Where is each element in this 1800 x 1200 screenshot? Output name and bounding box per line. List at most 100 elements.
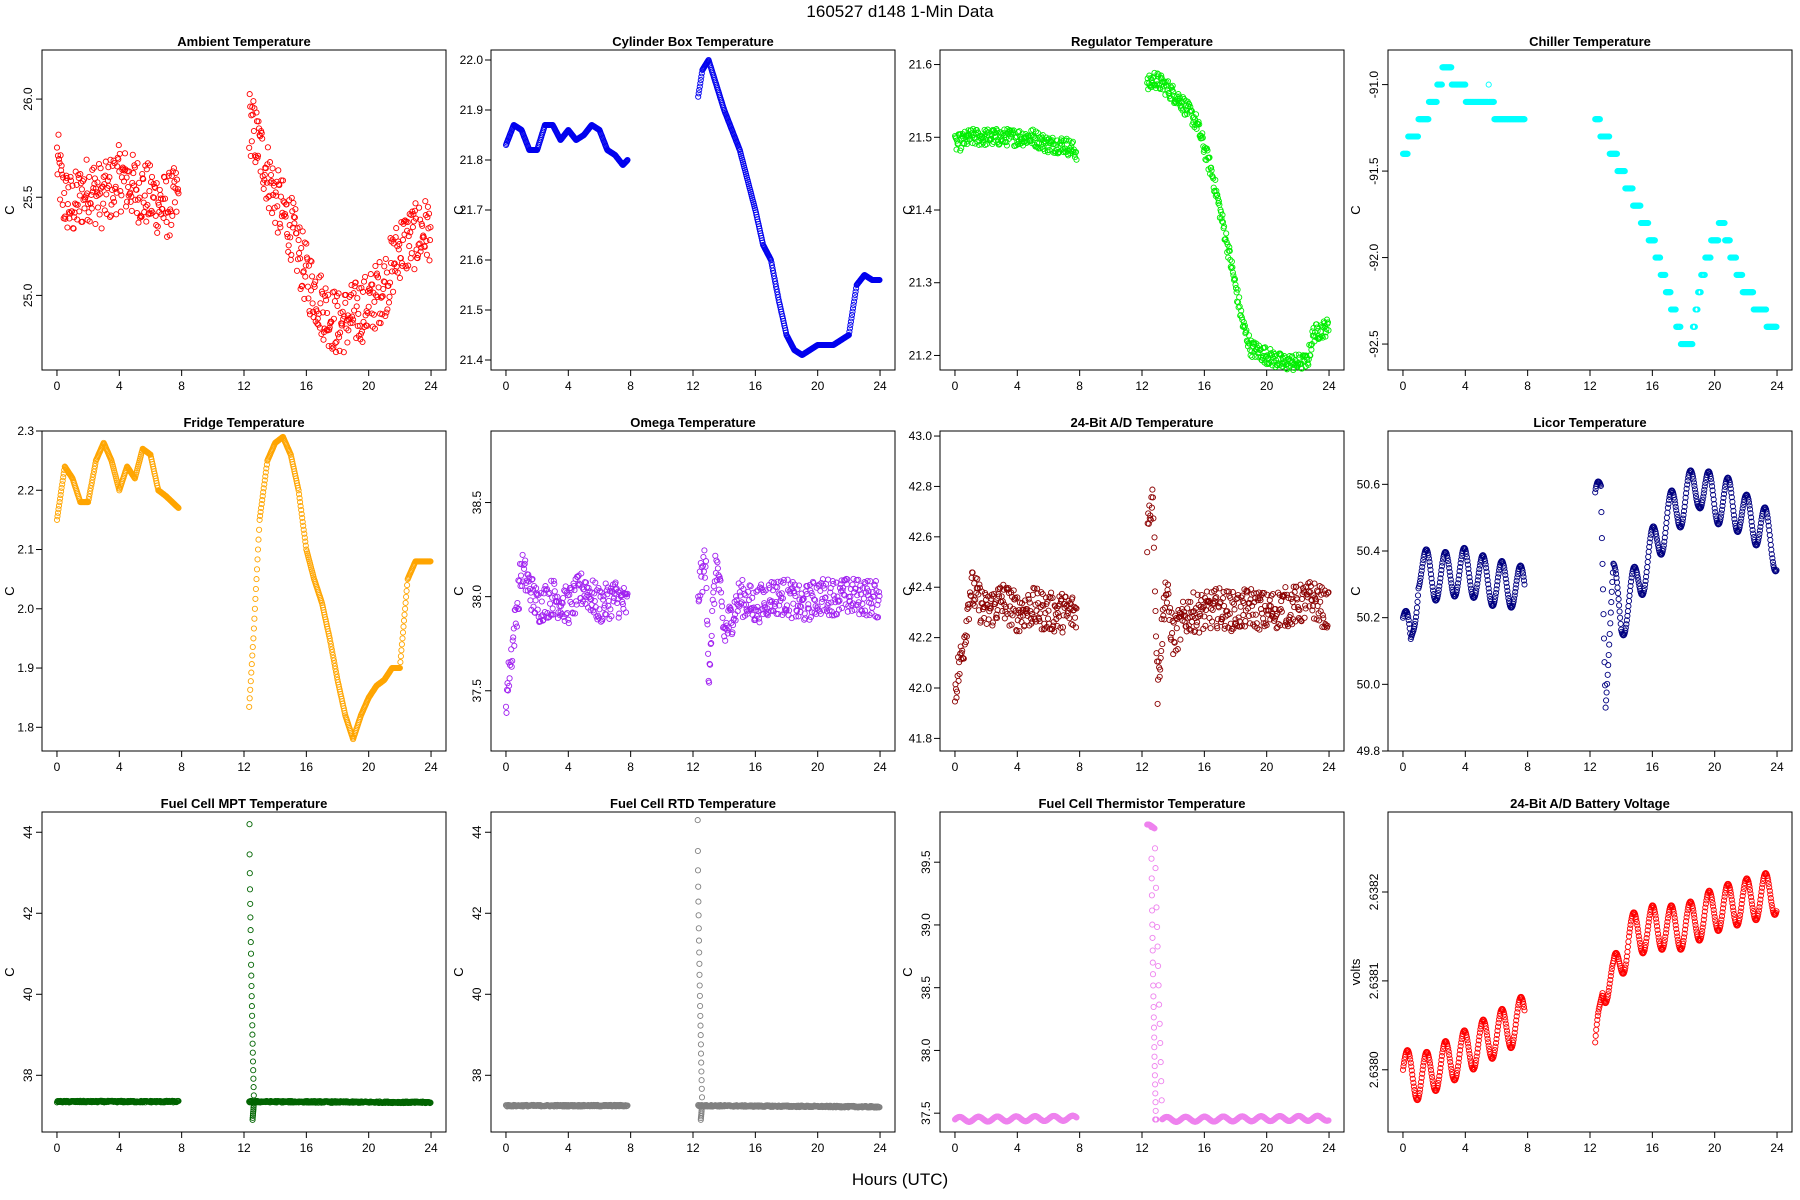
data-point [405,233,412,240]
data-point [290,199,297,207]
data-point [84,190,91,197]
data-point [1144,549,1151,556]
data-point [753,588,760,595]
data-point [63,175,70,182]
panel-title: Regulator Temperature [1071,34,1213,49]
data-point [303,240,310,247]
data-point [1238,307,1245,314]
data-point [1616,602,1623,609]
data-point [154,223,161,230]
data-point [1607,609,1614,616]
data-point [999,131,1006,138]
data-point [371,325,378,332]
data-point [852,288,859,295]
data-point [1249,353,1256,360]
data-point [254,556,261,563]
data-point [377,320,384,327]
data-point [1236,294,1243,301]
data-point [1615,596,1622,603]
data-point [1151,69,1158,76]
data-point [1303,354,1310,361]
data-point [367,271,374,278]
data-point [77,171,84,178]
data-point [1305,356,1312,363]
y-tick-label: 42 [21,906,35,920]
data-point [849,305,857,312]
data-point [86,173,93,180]
data-point [144,201,151,208]
data-point [406,243,413,250]
data-point [124,198,131,205]
data-point [371,298,378,305]
data-point [249,652,256,659]
data-point [1159,86,1166,93]
data-point [992,133,1000,140]
data-point [102,172,109,179]
data-point [381,263,388,270]
data-point [1072,148,1080,156]
data-point [135,219,142,226]
data-point [1206,154,1213,161]
data-point [328,342,335,349]
data-point [65,209,72,216]
data-point [1414,598,1421,605]
data-point [622,158,630,165]
data-point [624,156,631,164]
data-point [1490,98,1497,105]
data-point [374,274,382,281]
data-point [709,607,716,615]
data-point [1236,303,1243,310]
x-tick-label: 0 [54,1141,61,1155]
data-point [1644,558,1651,566]
data-point [103,191,110,198]
x-tick-label: 4 [116,379,123,393]
data-point [115,156,122,163]
data-point [169,212,176,219]
data-point [269,165,276,172]
data-point [1243,327,1250,334]
data-point [1232,285,1240,292]
data-point [332,339,339,347]
data-point [512,620,519,627]
plot-frame [1387,49,1793,371]
data-point [146,188,153,195]
data-point [97,165,104,172]
data-point [393,225,400,232]
data-point [161,174,168,181]
data-point [287,256,294,263]
x-tick-label: 0 [1400,760,1407,774]
x-tick-label: 12 [237,760,251,774]
data-point [266,192,273,199]
data-point [565,620,572,627]
data-point [105,182,112,189]
x-tick-label: 4 [116,760,123,774]
y-tick-label: 25.5 [21,185,35,209]
data-point [144,160,151,167]
data-point [300,268,307,275]
x-tick-label: 4 [1014,379,1021,393]
data-point [280,212,288,219]
data-point [418,244,425,251]
data-point [376,259,383,266]
data-point [98,225,105,232]
data-point [1323,316,1331,323]
data-point [380,285,387,293]
data-point [161,195,169,202]
data-point [958,145,965,152]
data-point [1003,142,1010,149]
data-point [304,283,311,290]
data-point [1073,156,1080,163]
data-point [365,303,372,310]
data-point [703,584,710,592]
x-tick-label: 8 [1524,760,1531,774]
data-point [1606,630,1613,638]
data-point [96,211,103,218]
data-point [401,611,408,618]
data-point [1314,327,1321,335]
data-point [316,274,323,281]
